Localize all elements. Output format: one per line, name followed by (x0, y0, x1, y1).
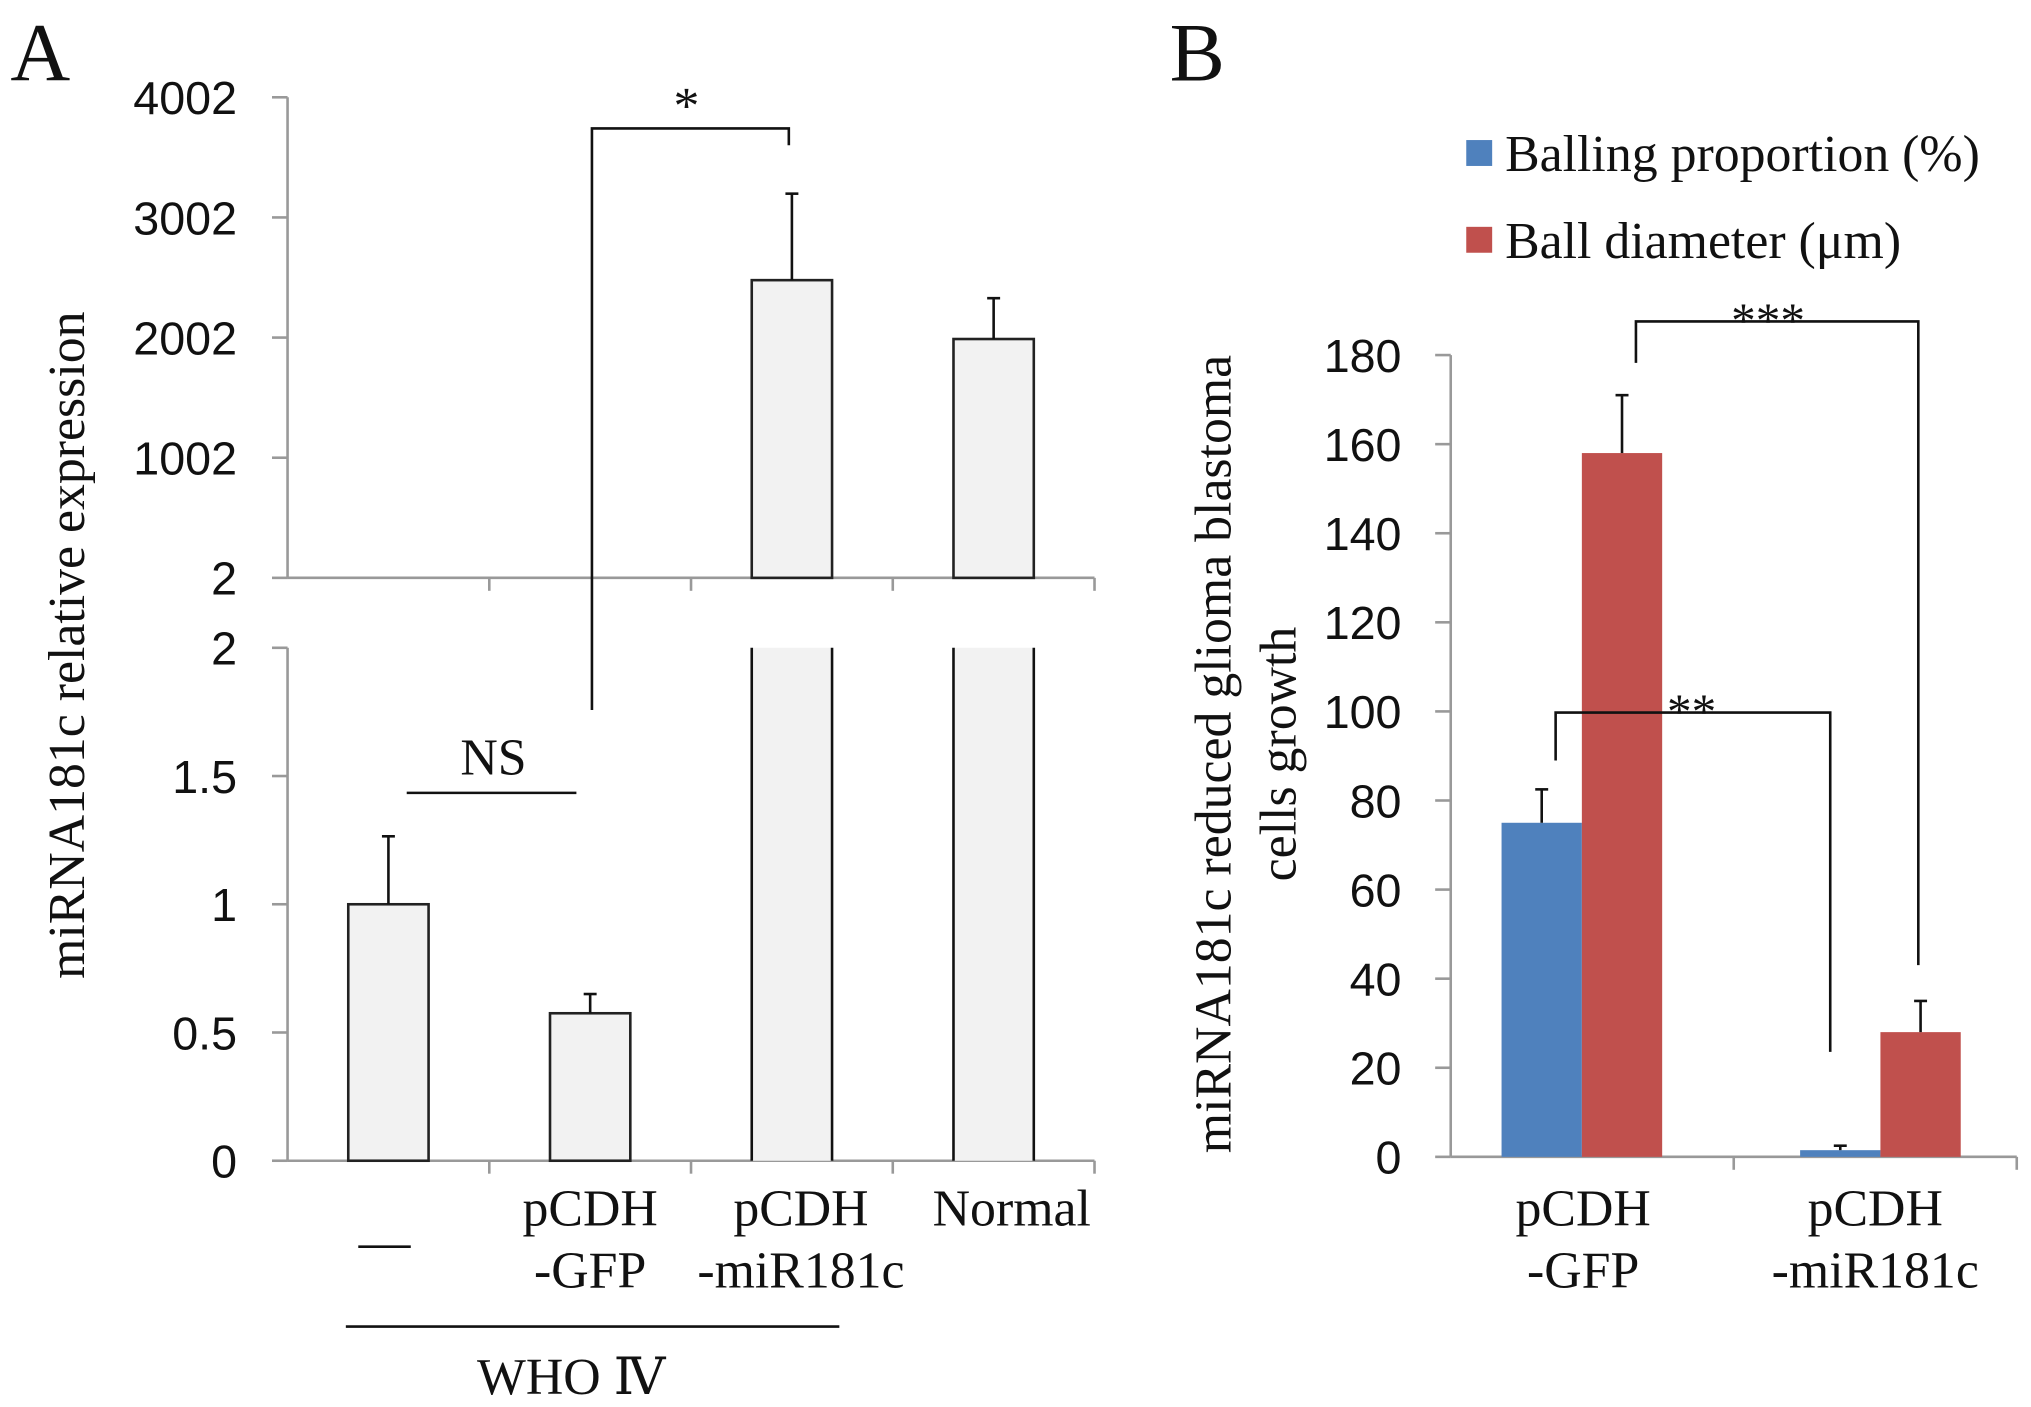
y-tick-label: 0 (211, 1136, 237, 1188)
x-tick-label: Normal (933, 1180, 1091, 1237)
bar-upper-part (952, 337, 1036, 580)
bar-ball-diameter (1581, 453, 1663, 1157)
y-tick-label: 3002 (133, 192, 237, 244)
panel-a-label: A (10, 6, 70, 98)
bar-ball-diameter (1880, 1032, 1961, 1157)
x-tick-label: -GFP (534, 1243, 646, 1300)
x-tick-label: pCDH (733, 1180, 868, 1237)
bar (548, 1011, 632, 1163)
y-tick-label: 100 (1324, 686, 1402, 738)
x-tick-label: -miR181c (697, 1243, 904, 1300)
legend-label: Ball diameter (μm) (1505, 213, 1901, 270)
y-tick-label: 140 (1324, 508, 1402, 560)
y-axis-title-line1: miRNA181c reduced glioma blastoma (1186, 355, 1243, 1153)
y-tick-label: 20 (1350, 1043, 1402, 1095)
legend-label: Balling proportion (%) (1505, 126, 1980, 183)
y-tick-label: 160 (1324, 419, 1402, 471)
bar-lower-part (751, 647, 833, 1161)
x-tick-label: -GFP (1527, 1243, 1639, 1300)
y-tick-label: 0.5 (172, 1007, 237, 1059)
significance-bracket-triple (1634, 320, 1920, 966)
y-axis-title-line2: cells growth (1250, 627, 1307, 882)
x-tick-label: — (358, 1214, 412, 1271)
bar-balling-proportion (1800, 1150, 1881, 1157)
y-tick-label: 1002 (133, 433, 237, 485)
y-tick-label: 40 (1350, 954, 1402, 1006)
chart-b: 0 20 40 60 80 100 120 140 160 180 pCDH -GFP pCDH -miR… (1186, 126, 2019, 1300)
significance-bracket-double (1554, 711, 1832, 1052)
y-axis-title: miRNA181c relative expression (39, 311, 96, 979)
x-tick-label: pCDH (1516, 1180, 1651, 1237)
x-tick-label: pCDH (523, 1180, 658, 1237)
significance-stars-triple: *** (1731, 293, 1805, 348)
significance-stars-double: ** (1667, 684, 1716, 739)
y-tick-label: 1 (211, 879, 237, 931)
y-tick-label: 0 (1376, 1132, 1402, 1184)
bar-upper-part (750, 278, 834, 580)
y-tick-label: 120 (1324, 597, 1402, 649)
y-tick-label: 2002 (133, 312, 237, 364)
chart-a: 4002300220021002221.510.50—pCDH-GFPpCDH-… (39, 72, 1096, 1406)
legend-swatch (1466, 140, 1493, 166)
y-tick-label: 1.5 (172, 751, 237, 803)
y-tick-label: 80 (1350, 775, 1402, 827)
bar (346, 902, 430, 1163)
y-tick-label: 2 (211, 553, 237, 605)
y-tick-label: 4002 (133, 72, 237, 124)
legend-swatch (1466, 226, 1493, 253)
panel-b-label: B (1170, 6, 1225, 98)
x-tick-label: pCDH (1808, 1180, 1943, 1237)
bar-balling-proportion (1501, 822, 1582, 1157)
y-tick-label: 2 (211, 623, 237, 675)
y-tick-label: 180 (1324, 330, 1402, 382)
y-tick-label: 60 (1350, 864, 1402, 916)
group-label: WHO Ⅳ (477, 1349, 667, 1406)
ns-annotation: NS (460, 730, 526, 787)
bar-lower-part (953, 647, 1034, 1161)
significance-star: * (674, 78, 700, 135)
significance-bracket (590, 127, 791, 710)
x-tick-label: -miR181c (1772, 1243, 1979, 1300)
